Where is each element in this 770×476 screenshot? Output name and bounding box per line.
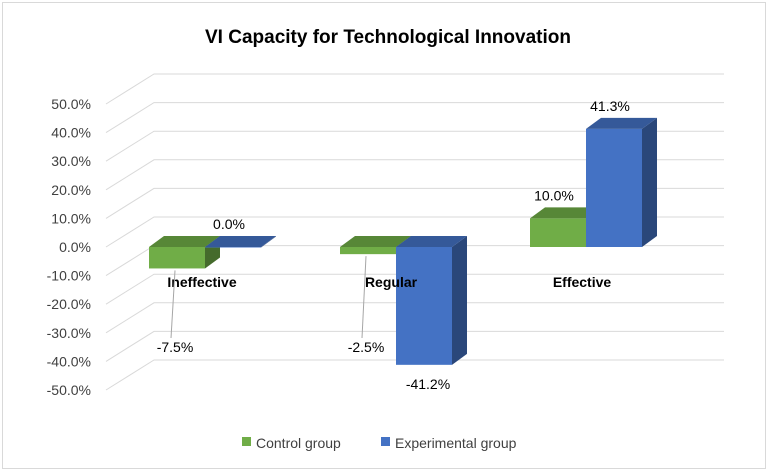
- gridline: [105, 159, 724, 191]
- legend-label-experimental: Experimental group: [395, 435, 517, 451]
- data-labels: -7.5% 0.0% -2.5% -41.2% 10.0% 41.3%: [157, 98, 630, 392]
- data-label: -7.5%: [157, 339, 194, 355]
- chart-title: VI Capacity for Technological Innovation: [205, 27, 571, 48]
- gridline: [105, 73, 724, 105]
- data-label: 41.3%: [590, 98, 630, 114]
- y-tick-label: 10.0%: [51, 210, 91, 226]
- y-tick-label: 50.0%: [51, 96, 91, 112]
- bars: [149, 117, 657, 365]
- gridline: [105, 359, 724, 391]
- y-tick-label: 40.0%: [51, 125, 91, 141]
- data-label: 10.0%: [534, 187, 574, 203]
- y-tick-label: -50.0%: [47, 382, 91, 398]
- leader-line: [170, 270, 176, 339]
- gridline: [105, 130, 724, 162]
- legend-swatch-experimental: [381, 437, 390, 446]
- data-label: -2.5%: [348, 339, 385, 355]
- y-tick-label: -40.0%: [47, 353, 91, 369]
- category-label: Ineffective: [167, 274, 236, 290]
- legend-swatch-control: [242, 437, 251, 446]
- y-tick-label: 0.0%: [59, 239, 91, 255]
- legend: Control group Experimental group: [242, 435, 517, 451]
- y-tick-label: -10.0%: [47, 268, 91, 284]
- chart-area: VI Capacity for Technological Innovation…: [2, 2, 766, 469]
- gridline: [105, 102, 724, 134]
- category-label: Effective: [553, 274, 612, 290]
- y-tick-label: 20.0%: [51, 182, 91, 198]
- data-label: 0.0%: [213, 216, 245, 232]
- gridlines: [105, 73, 724, 391]
- chart-svg: VI Capacity for Technological Innovation…: [47, 27, 724, 451]
- gridline: [105, 302, 724, 334]
- y-tick-label: -30.0%: [47, 325, 91, 341]
- category-labels: Ineffective Regular Effective: [167, 274, 611, 290]
- legend-label-control: Control group: [256, 435, 341, 451]
- bar-control-ineffective: [149, 236, 220, 269]
- gridline: [105, 273, 724, 305]
- bar-experimental-effective: [586, 117, 657, 247]
- bar-experimental-regular: [396, 236, 467, 365]
- gridline: [105, 187, 724, 219]
- y-tick-label: 30.0%: [51, 153, 91, 169]
- leader-line: [361, 256, 367, 339]
- y-tick-label: -20.0%: [47, 296, 91, 312]
- category-label: Regular: [365, 274, 418, 290]
- gridline: [105, 330, 724, 362]
- data-label: -41.2%: [406, 376, 450, 392]
- y-axis-tick-labels: 50.0% 40.0% 30.0% 20.0% 10.0% 0.0% -10.0% -20.0…: [47, 96, 91, 398]
- bar-experimental-ineffective: [205, 236, 276, 248]
